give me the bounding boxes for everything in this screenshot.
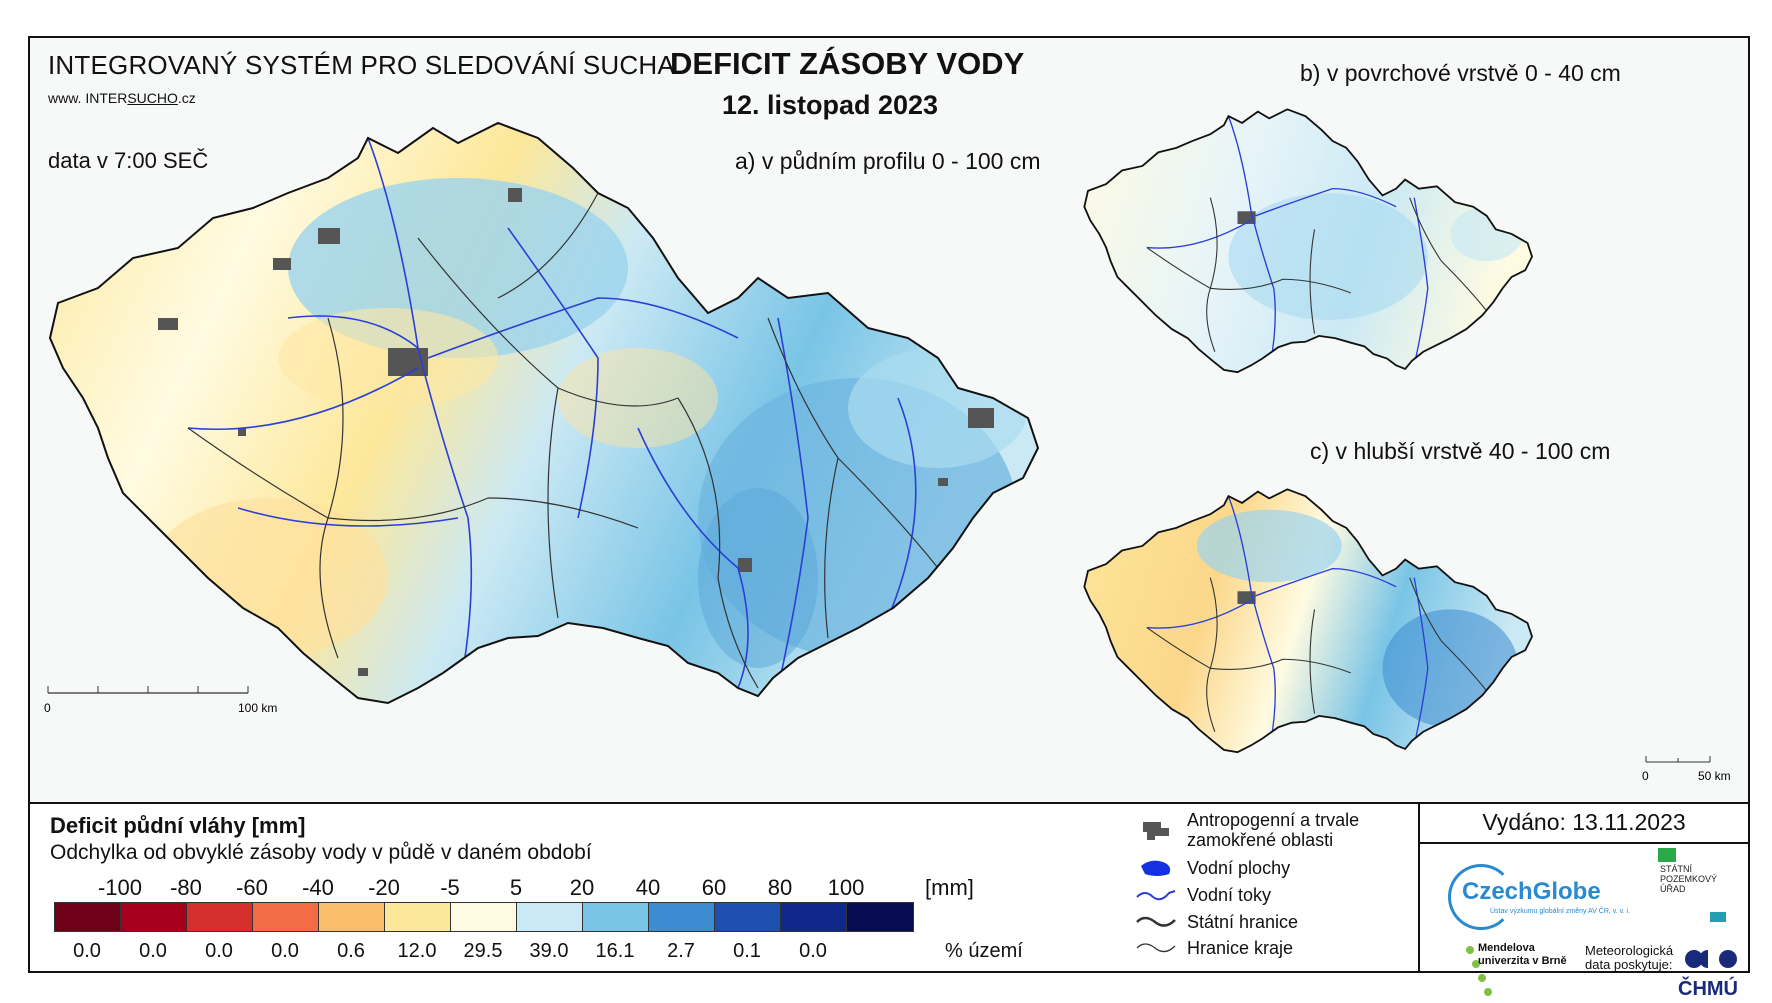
legend-swatch [847,903,913,931]
map-area: INTEGROVANÝ SYSTÉM PRO SLEDOVÁNÍ SUCHA w… [30,38,1748,804]
water-body-icon [1141,860,1171,876]
key-water-bodies: Vodní plochy [1135,856,1290,880]
legend-tick-label: 20 [569,875,595,900]
map-c-deep-layer [1083,488,1533,754]
legend-tick-label: -80 [170,875,202,900]
key-rivers: Vodní toky [1135,883,1271,907]
map-frame: INTEGROVANÝ SYSTÉM PRO SLEDOVÁNÍ SUCHA w… [28,36,1750,1000]
spu-logo-mark [1658,848,1676,862]
legend-percent-value: 0.0 [73,940,101,962]
legend-tick-label: 80 [767,875,793,900]
legend-percent-value: 0.6 [337,940,365,962]
legend-swatch [451,903,517,931]
map-a-label: a) v půdním profilu 0 - 100 cm [735,148,1041,174]
legend-tick-label: 40 [635,875,661,900]
footer-separator [1418,802,1420,973]
spu-logo-accent [1710,912,1726,922]
legend-swatch [517,903,583,931]
main-title: DEFICIT ZÁSOBY VODY [670,46,1025,81]
region-border-icon [1136,943,1176,953]
map-b-surface-layer [1083,108,1533,374]
meteo-data-label: Meteorologická data poskytuje: [1585,943,1674,972]
legend-percent-value: 0.0 [139,940,167,962]
legend-swatch [253,903,319,931]
key-anthropogenic: Antropogenní a trvale zamokřené oblasti [1135,810,1387,850]
spu-logo: STÁTNÍ POZEMKOVÝ ÚŘAD [1660,864,1718,894]
anthropogenic-area-icon [1143,822,1169,840]
legend-swatch [187,903,253,931]
legend-color-scale [54,902,914,932]
legend-percent-value: 0.0 [271,940,299,962]
legend-tick-label: 100 [827,875,865,900]
legend-swatch [649,903,715,931]
legend-percent-value: 29.5 [463,940,503,962]
czechglobe-subtitle: Ústav výzkumu globální změny AV ČR, v. v… [1490,908,1631,915]
legend-swatch [121,903,187,931]
main-scale-end: 100 km [238,701,277,715]
map-date: 12. listopad 2023 [721,90,939,120]
legend-swatch [55,903,121,931]
key-region-border: Hranice kraje [1135,936,1293,960]
legend-tick-label: 60 [701,875,727,900]
issued-date: Vydáno: 13.11.2023 [1420,802,1748,844]
legend-percent-value: 12.0 [397,940,437,962]
map-a-soil-profile: 0 100 km [44,122,1039,715]
river-icon [1136,890,1176,901]
map-c-label: c) v hlubší vrstvě 40 - 100 cm [1310,438,1611,464]
legend-percent-value: 0.0 [799,940,827,962]
chmu-logo: ČHMÚ [1678,978,1738,1000]
chmu-logo-icon [1685,950,1737,968]
legend-tick-label: 5 [509,875,523,900]
legend-tick-label: -40 [302,875,334,900]
legend-subtitle: Odchylka od obvyklé zásoby vody v půdě v… [50,841,592,864]
key-state-border: Státní hranice [1135,910,1298,934]
main-scale-start: 0 [44,701,51,715]
legend-unit: [mm] [925,875,974,900]
czechglobe-logo-ring [1448,864,1514,930]
legend-percent-value: 0.0 [205,940,233,962]
map-b-label: b) v povrchové vrstvě 0 - 40 cm [1300,60,1621,86]
legend-swatch [781,903,847,931]
legend-tick-label: -60 [236,875,268,900]
data-time-label: data v 7:00 SEČ [48,148,209,173]
legend-tick-label: -5 [440,875,460,900]
system-title: INTEGROVANÝ SYSTÉM PRO SLEDOVÁNÍ SUCHA [48,50,675,80]
legend-tick-label: -100 [97,875,143,900]
legend-percent-value: 39.0 [529,940,569,962]
czechglobe-logo: CzechGlobe [1462,878,1601,905]
legend-percent-value: 0.1 [733,940,761,962]
legend-percent-value: 2.7 [667,940,695,962]
legend-swatch [583,903,649,931]
legend-percent-value: 16.1 [595,940,635,962]
mendel-logo: Mendelova univerzita v Brně [1478,942,1567,967]
legend-swatch [715,903,781,931]
legend-swatch [319,903,385,931]
legend-title: Deficit půdní vláhy [mm] [50,813,306,838]
small-scale-end: 50 km [1698,769,1731,783]
small-scale-bar: 0 50 km [1642,756,1731,783]
small-scale-start: 0 [1642,769,1649,783]
percent-unit: % území [945,940,1023,962]
legend-swatch [385,903,451,931]
state-border-icon [1136,916,1176,927]
legend-tick-label: -20 [368,875,400,900]
website-url[interactable]: www. INTERSUCHO.cz [48,90,196,106]
